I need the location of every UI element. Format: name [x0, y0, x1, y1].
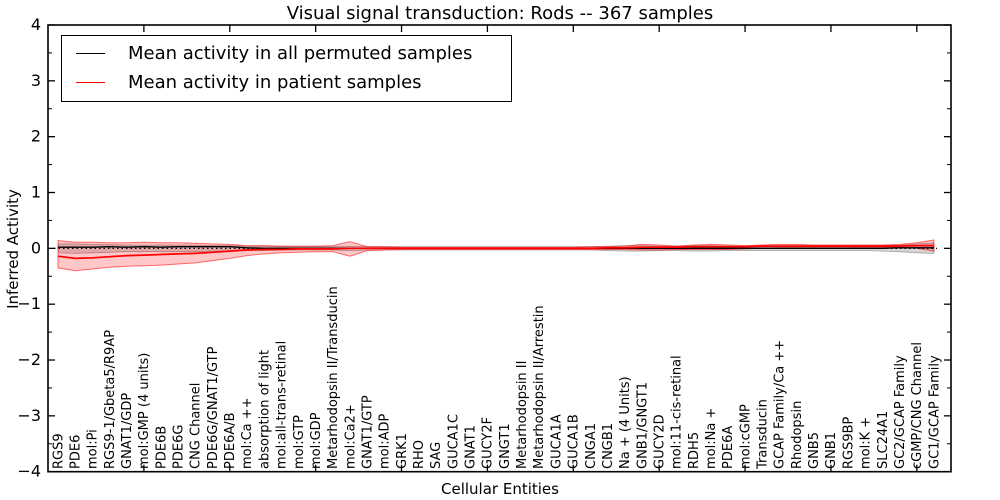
x-tick-label: GUCA1A	[549, 414, 564, 469]
x-tick-label: mol:K +	[859, 417, 874, 469]
patient-mean-line	[57, 244, 934, 260]
x-tick-label: GNAT1/GTP	[360, 395, 375, 469]
y-tick-label: −1	[17, 294, 41, 313]
y-tick-label: 0	[31, 238, 41, 257]
x-tick-label: mol:ADP	[378, 413, 393, 469]
x-tick-label: GUCA1B	[567, 414, 582, 469]
x-tick-label: absorption of light	[257, 350, 272, 469]
x-tick-label: GUCY2D	[652, 414, 667, 469]
y-tick-label: 2	[31, 127, 41, 146]
x-tick-label: RGS9	[51, 433, 66, 469]
x-tick-label: cGMP/CNG Channel	[910, 342, 925, 469]
x-tick-label: GRK1	[395, 433, 410, 469]
x-tick-label: Na + (4 Units)	[618, 376, 633, 469]
x-tick-label: mol:Ca2+	[343, 404, 358, 469]
x-tick-label: mol:GDP	[309, 412, 324, 469]
x-tick-label: RGS9-1/Gbeta5/R9AP	[103, 330, 118, 469]
x-tick-label: GNAT1	[463, 425, 478, 469]
x-tick-label: SLC24A1	[876, 411, 891, 469]
x-tick-label: CNGA1	[584, 423, 599, 469]
y-tick-label: −2	[17, 350, 41, 369]
x-tick-label: GNGT1	[498, 423, 513, 469]
x-tick-label: RHO	[412, 440, 427, 469]
y-tick-label: 3	[31, 71, 41, 90]
x-tick-label: mol:GMP (4 units)	[137, 353, 152, 469]
x-tick-label: GUCA1C	[446, 414, 461, 469]
x-tick-label: PDE6B	[154, 426, 169, 469]
x-tick-label: CNGB1	[601, 423, 616, 469]
y-axis-label: Inferred Activity	[4, 189, 22, 309]
x-tick-label: GUCY2F	[481, 417, 496, 469]
x-tick-label: mol:all-trans-retinal	[275, 341, 290, 469]
legend-label: Mean activity in all permuted samples	[128, 43, 473, 64]
x-tick-label: Transducin	[755, 399, 770, 470]
y-tick-label: −4	[17, 462, 41, 481]
x-tick-label: mol:Pi	[86, 429, 101, 469]
x-tick-label: GNAT1/GDP	[120, 393, 135, 469]
chart-title: Visual signal transduction: Rods -- 367 …	[286, 3, 714, 24]
legend-entry-permuted: Mean activity in all permuted samples	[62, 39, 511, 68]
legend: Mean activity in all permuted samples Me…	[61, 35, 512, 102]
x-tick-label: RDH5	[687, 432, 702, 469]
x-tick-label: GNB1	[824, 432, 839, 469]
legend-line-sample-black	[76, 53, 105, 54]
y-tick-label: −3	[17, 406, 41, 425]
x-axis-label: Cellular Entities	[441, 480, 559, 498]
x-tick-label: GNB5	[807, 432, 822, 469]
x-tick-label: PDE6G	[171, 425, 186, 469]
x-tick-label: CNG Channel	[189, 383, 204, 469]
legend-entry-patient: Mean activity in patient samples	[62, 68, 511, 97]
x-tick-label: Metarhodopsin II/Arrestin	[532, 305, 547, 469]
x-tick-label: PDE6A	[721, 426, 736, 469]
x-tick-label: GC1/GCAP Family	[927, 355, 942, 469]
x-tick-label: RGS9BP	[841, 416, 856, 469]
x-tick-label: PDE6A/B	[223, 412, 238, 469]
x-tick-label: mol:Ca ++	[240, 397, 255, 469]
x-tick-label: mol:cGMP	[738, 404, 753, 469]
x-tick-label: GCAP Family/Ca ++	[773, 340, 788, 469]
y-tick-label: 4	[31, 15, 41, 34]
x-tick-label: SAG	[429, 442, 444, 469]
legend-label: Mean activity in patient samples	[128, 72, 422, 93]
x-tick-label: Rhodopsin	[790, 401, 805, 469]
x-tick-label: Metarhodopsin II	[515, 361, 530, 469]
x-tick-label: GC2/GCAP Family	[893, 355, 908, 469]
x-tick-label: PDE6G/GNAT1/GTP	[206, 346, 221, 469]
patient-confidence-band	[57, 239, 935, 272]
x-tick-label: mol:11-cis-retinal	[670, 355, 685, 469]
legend-line-sample-red	[76, 82, 105, 83]
y-tick-label: 1	[31, 183, 41, 202]
x-tick-label: GNB1/GNGT1	[635, 382, 650, 469]
x-tick-label: mol:Na +	[704, 408, 719, 469]
x-tick-label: mol:GTP	[292, 415, 307, 469]
x-tick-label: PDE6	[68, 435, 83, 469]
x-tick-label: Metarhodopsin II/Transducin	[326, 286, 341, 469]
